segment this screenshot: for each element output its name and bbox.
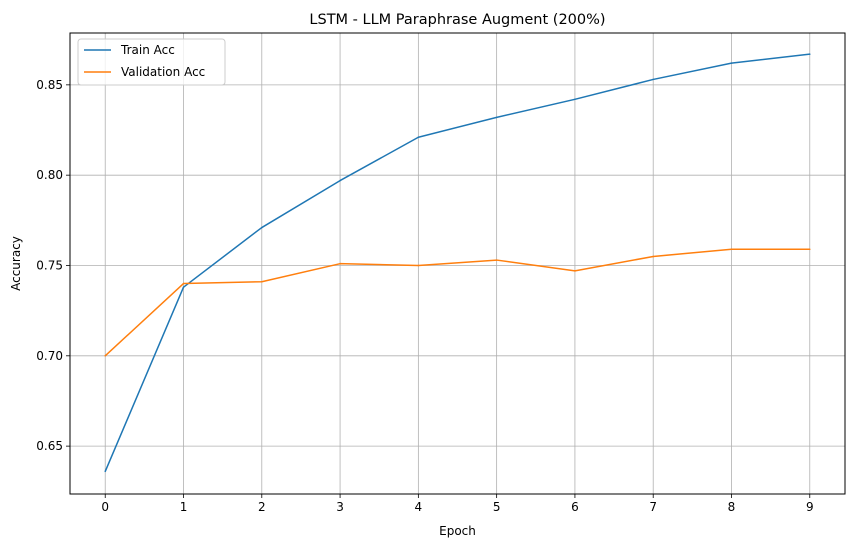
x-tick-label: 5 xyxy=(493,500,501,514)
x-tick-label: 8 xyxy=(728,500,736,514)
series-line-0 xyxy=(104,53,810,472)
grid xyxy=(70,33,845,494)
data-point xyxy=(809,53,811,55)
x-tick-label: 4 xyxy=(415,500,423,514)
data-point xyxy=(104,355,106,357)
legend-box xyxy=(77,38,226,86)
data-point xyxy=(417,136,420,138)
x-tick-label: 2 xyxy=(258,500,266,514)
y-tick-label: 0.75 xyxy=(36,258,63,272)
data-point xyxy=(730,62,733,64)
data-point xyxy=(417,264,420,267)
x-tick-label: 6 xyxy=(571,500,579,514)
y-axis-label: Accuracy xyxy=(9,236,23,291)
data-point xyxy=(809,248,811,250)
plot-frame xyxy=(69,32,846,495)
data-point xyxy=(495,116,498,119)
x-tick-label: 3 xyxy=(336,500,344,514)
series-layer xyxy=(104,53,811,473)
y-tick-label: 0.85 xyxy=(36,78,63,92)
data-point xyxy=(574,98,576,101)
data-point xyxy=(182,282,185,285)
legend: Train Acc Validation Acc xyxy=(77,38,226,86)
y-tick-label: 0.80 xyxy=(36,168,63,182)
series-line-1 xyxy=(104,248,810,357)
data-point xyxy=(261,280,263,283)
y-tick-label: 0.65 xyxy=(36,439,63,453)
x-tick-label: 9 xyxy=(806,500,814,514)
data-point xyxy=(652,78,654,81)
legend-label: Train Acc xyxy=(120,43,175,57)
x-tick-label: 0 xyxy=(101,500,109,514)
data-point xyxy=(495,259,498,261)
data-point xyxy=(574,270,576,272)
data-point xyxy=(261,226,263,229)
axis-ticks: 0 1 2 3 4 5 6 7 8 9 0.65 0.70 0.75 0.80 0.85 xyxy=(36,78,813,514)
data-point xyxy=(652,255,654,258)
data-point xyxy=(339,179,341,182)
legend-label: Validation Acc xyxy=(121,65,205,79)
x-tick-label: 1 xyxy=(180,500,188,514)
data-point xyxy=(339,262,341,265)
data-point xyxy=(182,286,185,288)
y-tick-label: 0.70 xyxy=(36,349,63,363)
data-point xyxy=(104,470,106,473)
chart-title: LSTM - LLM Paraphrase Augment (200%) xyxy=(309,12,605,28)
x-axis-label: Epoch xyxy=(439,524,476,538)
data-point xyxy=(730,248,733,250)
x-tick-label: 7 xyxy=(649,500,657,514)
